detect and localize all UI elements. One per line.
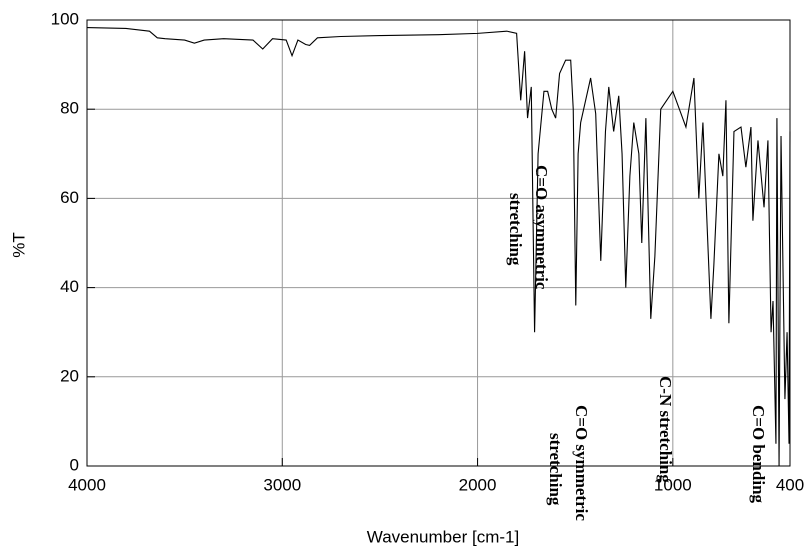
- y-axis-label: %T: [9, 232, 28, 258]
- y-tick-label: 60: [60, 188, 79, 207]
- y-tick-label: 20: [60, 366, 79, 385]
- plot-frame: [86, 19, 791, 467]
- y-tick-label: 100: [51, 9, 79, 28]
- x-tick-label: 400: [776, 475, 804, 494]
- y-tick-label: 80: [60, 99, 79, 118]
- annotation: C=O asymmetric: [532, 165, 551, 290]
- annotation: stretching: [546, 433, 565, 506]
- y-tick-label: 0: [70, 455, 79, 474]
- x-tick-label: 3000: [263, 475, 301, 494]
- spectrum-line: [86, 27, 791, 467]
- x-tick-label: 1000: [654, 475, 692, 494]
- x-axis-label: Wavenumber [cm-1]: [367, 527, 519, 546]
- x-tick-label: 2000: [459, 475, 497, 494]
- x-tick-label: 4000: [68, 475, 106, 494]
- annotation: C-N stretching: [656, 376, 675, 483]
- y-tick-label: 40: [60, 277, 79, 296]
- annotation: stretching: [506, 193, 525, 266]
- annotation: C=O symmetric: [572, 405, 591, 521]
- annotation: C=O bending: [749, 405, 768, 504]
